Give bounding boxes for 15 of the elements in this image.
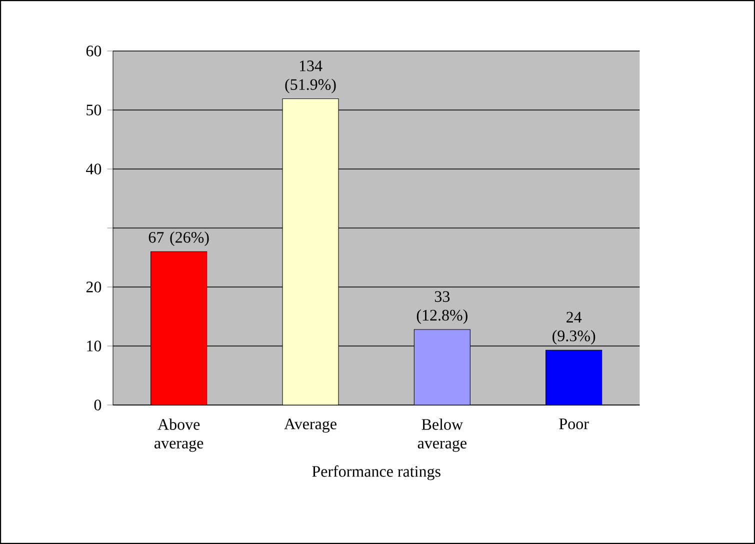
data-label: 67 (26%) [148, 231, 209, 246]
y-tick-label: 50 [86, 104, 102, 116]
data-label: 134 (51.9%) [285, 60, 336, 94]
y-tick-label: 0 [94, 400, 102, 410]
x-tick-label: Above average [154, 418, 204, 452]
data-label: 33 (12.8%) [416, 291, 468, 324]
y-tick-label: 40 [86, 164, 102, 174]
x-tick-label: Below average [418, 418, 466, 452]
x-axis-title: Performance ratings [312, 465, 440, 480]
x-tick-label: Poor [559, 418, 589, 430]
y-tick-label: 10 [87, 340, 102, 352]
data-label: 24 (9.3%) [552, 312, 596, 345]
y-tick-label: 60 [86, 46, 102, 56]
y-tick-label: 20 [86, 282, 102, 292]
x-tick-label: Average [284, 418, 336, 433]
